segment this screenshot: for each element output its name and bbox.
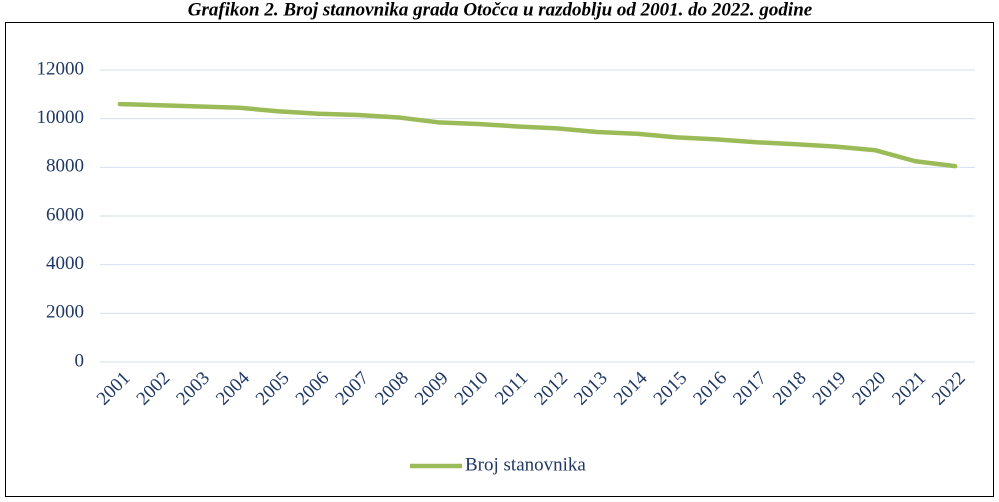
x-tick-label: 2008 <box>371 368 413 410</box>
x-tick-label: 2010 <box>451 368 493 410</box>
y-tick-label: 10000 <box>37 107 85 128</box>
y-tick-label: 0 <box>75 350 85 371</box>
y-tick-label: 4000 <box>46 253 84 274</box>
x-tick-label: 2003 <box>172 368 214 410</box>
x-tick-label: 2007 <box>331 368 373 410</box>
x-tick-label: 2009 <box>411 368 453 410</box>
y-tick-label: 6000 <box>46 204 84 225</box>
x-tick-label: 2006 <box>292 368 334 410</box>
x-tick-label: 2018 <box>769 368 811 410</box>
x-tick-label: 2011 <box>491 368 532 409</box>
x-tick-label: 2013 <box>570 368 612 410</box>
data-line <box>117 101 958 169</box>
x-tick-label: 2004 <box>212 367 254 409</box>
chart-title: Grafikon 2. Broj stanovnika grada Otočca… <box>188 0 813 20</box>
x-tick-label: 2019 <box>809 368 851 410</box>
x-tick-label: 2002 <box>133 368 175 410</box>
legend-label: Broj stanovnika <box>465 454 586 475</box>
y-tick-label: 8000 <box>46 156 84 177</box>
x-tick-label: 2014 <box>610 367 652 409</box>
x-tick-label: 2021 <box>888 368 930 410</box>
x-tick-label: 2020 <box>848 368 890 410</box>
x-tick-label: 2017 <box>729 368 771 410</box>
x-tick-label: 2015 <box>650 368 692 410</box>
chart-border <box>5 22 994 497</box>
x-tick-label: 2022 <box>928 368 970 410</box>
y-tick-label: 12000 <box>37 58 85 79</box>
x-tick-label: 2016 <box>689 368 731 410</box>
x-tick-label: 2012 <box>530 368 572 410</box>
x-tick-label: 2001 <box>93 368 135 410</box>
x-tick-label: 2005 <box>252 368 294 410</box>
y-tick-label: 2000 <box>46 302 84 323</box>
